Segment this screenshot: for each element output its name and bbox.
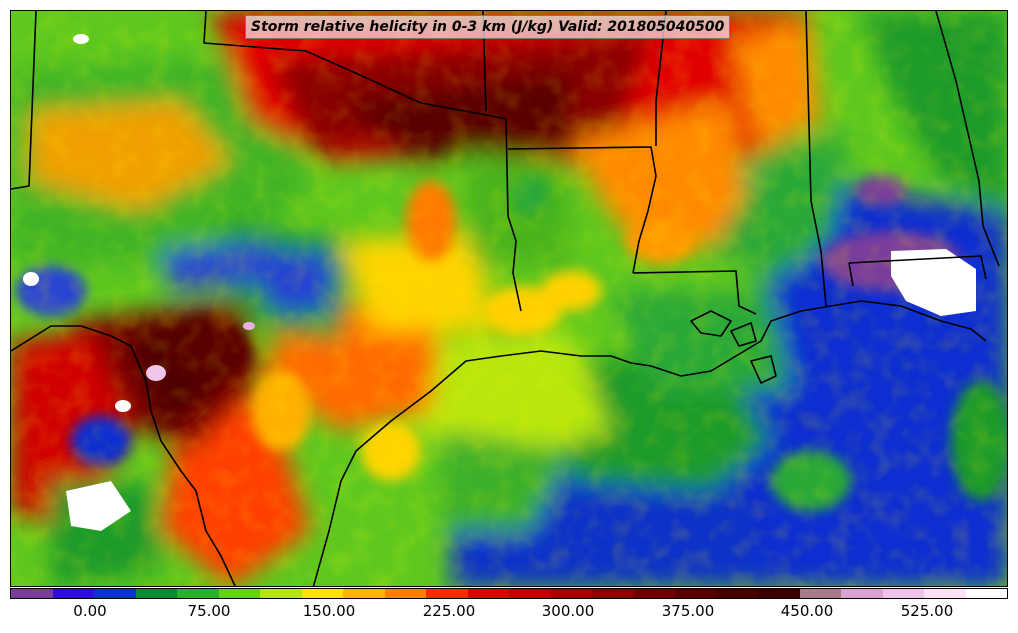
colorbar-tick-label: 150.00 (302, 602, 356, 620)
colorbar-swatch (965, 589, 1007, 598)
colorbar-tick-label: 525.00 (900, 602, 954, 620)
colorbar-swatch (550, 589, 592, 598)
colorbar-swatch (218, 589, 260, 598)
colorbar-swatch (675, 589, 717, 598)
colorbar-tick-label: 300.00 (541, 602, 595, 620)
colorbar-swatch (177, 589, 219, 598)
colorbar-swatch (426, 589, 468, 598)
colorbar-swatch (343, 589, 385, 598)
colorbar-tick-label: 225.00 (422, 602, 476, 620)
colorbar-swatch (52, 589, 94, 598)
colorbar-swatch (924, 589, 966, 598)
colorbar-tick-labels: 0.00 75.00 150.00 225.00 300.00 375.00 4… (0, 602, 1018, 626)
colorbar (10, 588, 1008, 599)
colorbar-swatch (509, 589, 551, 598)
colorbar-tick-label: 450.00 (780, 602, 834, 620)
map-title: Storm relative helicity in 0-3 km (J/kg)… (245, 15, 731, 39)
colorbar-tick-label: 375.00 (661, 602, 715, 620)
colorbar-swatch (633, 589, 675, 598)
colorbar-tick-label: 0.00 (73, 602, 107, 620)
colorbar-swatch (11, 589, 53, 598)
colorbar-swatch (592, 589, 634, 598)
map-canvas (11, 11, 1007, 586)
colorbar-swatch (467, 589, 509, 598)
colorbar-swatch (94, 589, 136, 598)
helicity-map (10, 10, 1008, 587)
colorbar-swatch (716, 589, 758, 598)
colorbar-swatch (260, 589, 302, 598)
colorbar-tick-label: 75.00 (187, 602, 231, 620)
colorbar-swatch (758, 589, 800, 598)
colorbar-swatch (882, 589, 924, 598)
colorbar-swatch (384, 589, 426, 598)
colorbar-swatch (841, 589, 883, 598)
colorbar-swatch (799, 589, 841, 598)
colorbar-swatch (135, 589, 177, 598)
colorbar-swatch (301, 589, 343, 598)
